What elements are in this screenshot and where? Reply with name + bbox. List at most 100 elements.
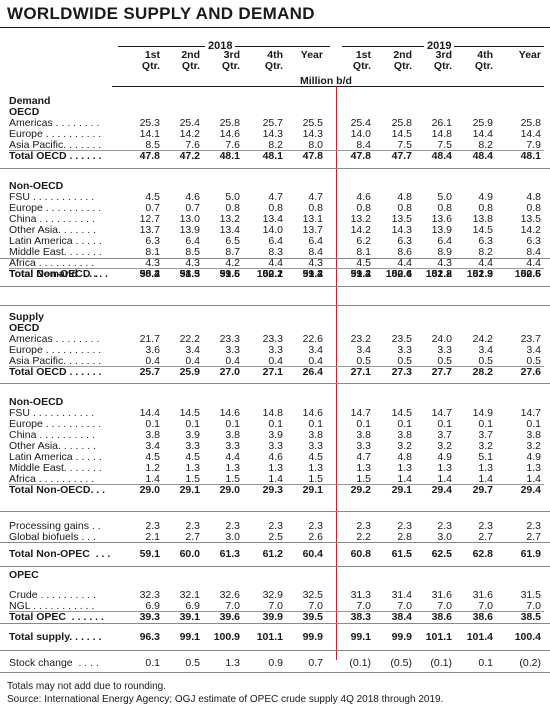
section-rule bbox=[0, 566, 550, 567]
cell-value: 1.3 bbox=[268, 462, 283, 474]
cell-value: 25.5 bbox=[302, 117, 323, 129]
footnote-rounding: Totals may not add due to rounding. bbox=[7, 681, 166, 692]
cell-value: 0.1 bbox=[356, 418, 371, 430]
cell-value: 4.6 bbox=[356, 191, 371, 203]
cell-value: 60.4 bbox=[302, 548, 323, 560]
cell-value: 6.3 bbox=[145, 235, 160, 247]
cell-value: 2.3 bbox=[185, 520, 200, 532]
cell-value: 6.5 bbox=[225, 235, 240, 247]
cell-value: 3.8 bbox=[397, 429, 412, 441]
cell-value: 4.5 bbox=[356, 257, 371, 269]
cell-value: 13.7 bbox=[139, 224, 160, 236]
cell-value: 31.6 bbox=[472, 589, 493, 601]
cell-value: 3.4 bbox=[145, 440, 160, 452]
cell-value: 32.3 bbox=[139, 589, 160, 601]
cell-value: 3.3 bbox=[225, 344, 240, 356]
column-header-line2: Qtr. bbox=[433, 60, 452, 72]
cell-value: 4.9 bbox=[437, 451, 452, 463]
cell-value: 4.3 bbox=[145, 257, 160, 269]
cell-value: 13.4 bbox=[262, 213, 283, 225]
cell-value: 0.8 bbox=[437, 202, 452, 214]
cell-value: 31.6 bbox=[431, 589, 452, 601]
cell-value: 50.4 bbox=[139, 268, 160, 280]
cell-value: (0.1) bbox=[430, 657, 452, 669]
cell-value: 32.9 bbox=[262, 589, 283, 601]
cell-value: 4.5 bbox=[145, 191, 160, 203]
row-label: Other Asia. . . . . . . bbox=[9, 224, 96, 236]
cell-value: 0.5 bbox=[185, 657, 200, 669]
table-row: Total OPEC . . . . . . 39.3 39.1 39.6 39.9 39… bbox=[0, 612, 550, 623]
cell-value: 5.0 bbox=[225, 191, 240, 203]
cell-value: 47.8 bbox=[350, 150, 371, 162]
cell-value: 1.3 bbox=[308, 462, 323, 474]
row-label: Total OPEC . . . . . . bbox=[9, 611, 104, 623]
cell-value: 7.6 bbox=[225, 139, 240, 151]
cell-value: 29.1 bbox=[302, 484, 323, 496]
cell-value: 6.9 bbox=[145, 600, 160, 612]
cell-value: 14.0 bbox=[262, 224, 283, 236]
cell-value: 25.9 bbox=[472, 117, 493, 129]
table-row: Total supply. . . . . . 96.3 99.1 100.9 101.… bbox=[0, 632, 550, 643]
cell-value: 7.0 bbox=[356, 600, 371, 612]
cell-value: 0.5 bbox=[356, 355, 371, 367]
cell-value: 0.5 bbox=[478, 355, 493, 367]
cell-value: 2.1 bbox=[145, 531, 160, 543]
cell-value: 4.3 bbox=[437, 257, 452, 269]
row-label: Americas . . . . . . . . bbox=[9, 117, 100, 129]
column-header-line2: Qtr. bbox=[221, 60, 240, 72]
cell-value: 3.8 bbox=[356, 429, 371, 441]
cell-value: 3.4 bbox=[526, 344, 541, 356]
table-row: Americas . . . . . . . . 25.3 25.4 25.8 25.7… bbox=[0, 118, 550, 129]
cell-value: 0.4 bbox=[145, 355, 160, 367]
cell-value: 0.1 bbox=[308, 418, 323, 430]
year-2019-label: 2019 bbox=[424, 40, 455, 52]
cell-value: 14.5 bbox=[391, 407, 412, 419]
row-label: Total Non-OECD. . . bbox=[9, 484, 106, 496]
table-row: Middle East. . . . . . . 8.1 8.5 8.7 8.3 8.4 8… bbox=[0, 247, 550, 258]
cell-value: 7.5 bbox=[437, 139, 452, 151]
section-rule bbox=[0, 672, 550, 673]
cell-value: 13.9 bbox=[179, 224, 200, 236]
cell-value: 39.5 bbox=[302, 611, 323, 623]
cell-value: 39.9 bbox=[262, 611, 283, 623]
cell-value: 6.2 bbox=[356, 235, 371, 247]
cell-value: 59.1 bbox=[139, 548, 160, 560]
cell-value: 61.3 bbox=[219, 548, 240, 560]
cell-value: 0.8 bbox=[356, 202, 371, 214]
cell-value: 1.3 bbox=[225, 462, 240, 474]
cell-value: 8.2 bbox=[478, 246, 493, 258]
cell-value: 8.9 bbox=[437, 246, 452, 258]
cell-value: 4.9 bbox=[478, 191, 493, 203]
column-header: Year bbox=[501, 50, 541, 61]
row-label: Total Non-OPEC . . . bbox=[9, 548, 111, 560]
cell-value: 8.1 bbox=[145, 246, 160, 258]
cell-value: 14.8 bbox=[431, 128, 452, 140]
cell-value: 3.8 bbox=[526, 429, 541, 441]
cell-value: 98.5 bbox=[179, 268, 200, 280]
cell-value: 0.1 bbox=[225, 418, 240, 430]
cell-value: 52.6 bbox=[391, 268, 412, 280]
cell-value: 1.5 bbox=[185, 473, 200, 485]
cell-value: 14.6 bbox=[302, 407, 323, 419]
cell-value: 25.8 bbox=[520, 117, 541, 129]
cell-value: 14.2 bbox=[350, 224, 371, 236]
cell-value: 47.8 bbox=[139, 150, 160, 162]
cell-value: 2.6 bbox=[308, 531, 323, 543]
column-header: 1st Qtr. bbox=[120, 50, 160, 72]
cell-value: 14.5 bbox=[391, 128, 412, 140]
cell-value: 4.9 bbox=[526, 451, 541, 463]
column-header-line1: 3rd bbox=[223, 49, 240, 61]
cell-value: 61.2 bbox=[262, 548, 283, 560]
cell-value: 0.4 bbox=[225, 355, 240, 367]
cell-value: 4.4 bbox=[268, 257, 283, 269]
cell-value: 32.5 bbox=[302, 589, 323, 601]
cell-value: 99.2 bbox=[302, 268, 323, 280]
cell-value: 38.4 bbox=[391, 611, 412, 623]
cell-value: 7.0 bbox=[478, 600, 493, 612]
cell-value: 1.5 bbox=[225, 473, 240, 485]
cell-value: 52.1 bbox=[262, 268, 283, 280]
cell-value: 6.4 bbox=[437, 235, 452, 247]
cell-value: 6.3 bbox=[478, 235, 493, 247]
column-header-line1: 1st bbox=[144, 49, 160, 61]
cell-value: 4.6 bbox=[268, 451, 283, 463]
